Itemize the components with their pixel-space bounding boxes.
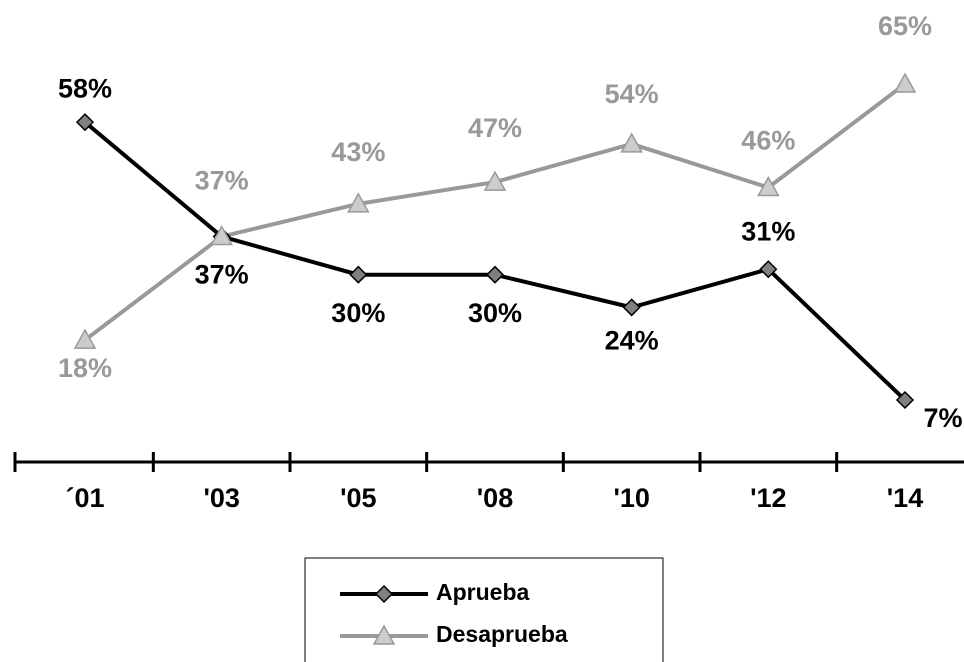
marker bbox=[622, 298, 641, 317]
marker bbox=[483, 170, 507, 191]
data-label: 65% bbox=[878, 11, 932, 41]
data-label: 30% bbox=[468, 298, 522, 328]
data-label: 30% bbox=[331, 298, 385, 328]
legend-box bbox=[304, 557, 664, 662]
data-label: 43% bbox=[331, 137, 385, 167]
marker bbox=[620, 132, 643, 153]
marker bbox=[372, 624, 396, 645]
x-tick-label: ´01 bbox=[65, 483, 104, 513]
marker bbox=[210, 225, 233, 246]
marker bbox=[893, 72, 917, 93]
marker bbox=[485, 265, 505, 284]
data-label: 54% bbox=[605, 79, 659, 109]
marker bbox=[347, 192, 370, 213]
x-tick-label: '05 bbox=[340, 483, 376, 513]
data-label: 46% bbox=[741, 126, 795, 156]
marker bbox=[75, 113, 95, 132]
marker bbox=[73, 328, 97, 349]
x-tick-label: '12 bbox=[750, 483, 786, 513]
x-tick-label: '14 bbox=[887, 483, 923, 513]
data-label: 18% bbox=[58, 353, 112, 383]
legend-label: Desaprueba bbox=[436, 621, 568, 647]
data-label: 31% bbox=[741, 216, 795, 246]
x-tick-label: '03 bbox=[203, 483, 239, 513]
marker bbox=[349, 265, 368, 284]
data-label: 37% bbox=[195, 260, 249, 290]
data-label: 58% bbox=[58, 73, 112, 103]
marker bbox=[759, 260, 778, 279]
data-label: 7% bbox=[923, 403, 962, 433]
data-label: 37% bbox=[195, 166, 249, 196]
data-label: 24% bbox=[605, 326, 659, 356]
x-tick-label: '10 bbox=[613, 483, 649, 513]
data-label: 47% bbox=[468, 113, 522, 143]
marker bbox=[374, 584, 394, 604]
legend-label: Aprueba bbox=[436, 579, 530, 605]
marker bbox=[895, 390, 915, 410]
x-tick-label: '08 bbox=[477, 483, 513, 513]
marker bbox=[757, 175, 780, 197]
